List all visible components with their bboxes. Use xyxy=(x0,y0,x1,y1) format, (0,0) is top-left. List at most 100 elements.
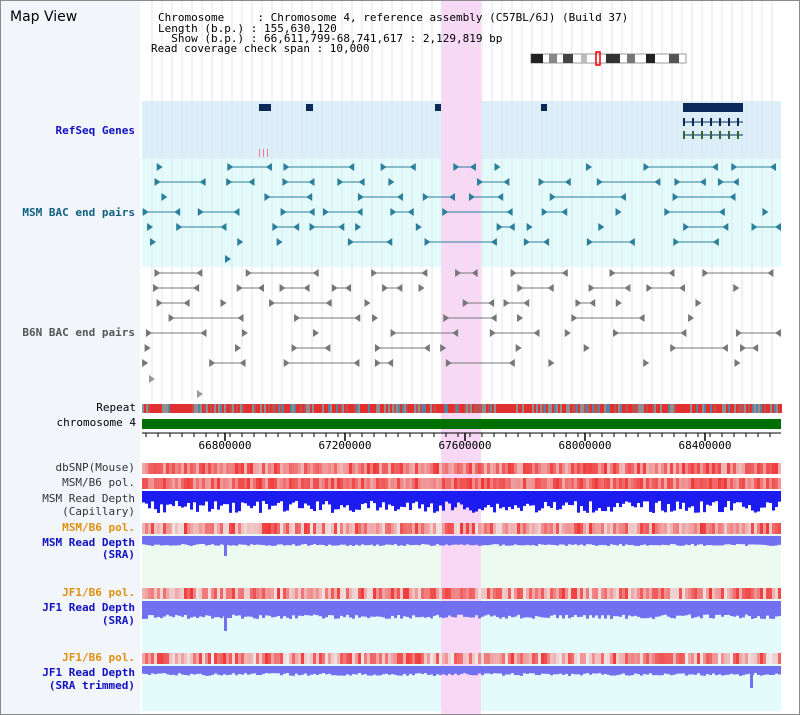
read-depth-bar xyxy=(769,536,772,546)
read-depth-bar xyxy=(361,491,364,505)
read-depth-bar xyxy=(604,491,607,512)
polymorphism-cell xyxy=(553,463,556,474)
ideogram-band xyxy=(563,54,573,63)
polymorphism-cell xyxy=(448,588,451,599)
read-depth-bar xyxy=(544,491,547,503)
polymorphism-cell xyxy=(316,653,319,664)
msm-bac-end xyxy=(386,238,393,246)
refseq-genes-label[interactable]: RefSeq Genes xyxy=(55,124,135,137)
repeat-feature xyxy=(300,404,302,413)
read-depth-bar xyxy=(745,536,748,546)
polymorphism-cell xyxy=(775,478,778,489)
read-depth-bar xyxy=(622,601,625,615)
polymorphism-cell xyxy=(217,588,220,599)
msm-bac-label[interactable]: MSM BAC end pairs xyxy=(22,206,135,219)
read-depth-bar xyxy=(682,601,685,616)
read-depth-bar xyxy=(631,601,634,617)
repeat-feature xyxy=(554,404,556,413)
polymorphism-cell xyxy=(475,523,478,534)
polymorphism-cell xyxy=(430,588,433,599)
repeat-feature xyxy=(292,404,294,413)
b6n-bac-end xyxy=(533,329,540,337)
read-depth-bar xyxy=(736,491,739,503)
repeat-feature xyxy=(214,404,216,413)
polymorphism-cell xyxy=(685,478,688,489)
read-depth-bar xyxy=(457,536,460,545)
polymorphism-cell xyxy=(403,478,406,489)
polymorphism-cell xyxy=(541,588,544,599)
polymorphism-cell xyxy=(169,588,172,599)
read-depth-bar xyxy=(616,601,619,617)
read-depth-bar xyxy=(295,536,298,546)
repeat-feature xyxy=(740,404,742,413)
read-depth-bar xyxy=(397,666,400,676)
polymorphism-cell xyxy=(562,463,565,474)
read-depth-bar xyxy=(373,601,376,617)
msm-bac-end xyxy=(673,238,680,246)
repeat-feature xyxy=(204,404,206,413)
refseq-gene xyxy=(306,104,313,111)
msm-bac-end xyxy=(348,163,355,171)
read-depth-bar xyxy=(538,536,541,545)
polymorphism-cell xyxy=(451,463,454,474)
read-depth-bar xyxy=(514,601,517,617)
polymorphism-cell xyxy=(652,523,655,534)
polymorphism-cell xyxy=(163,523,166,534)
polymorphism-cell xyxy=(565,523,568,534)
b6n-bac-end xyxy=(196,269,203,277)
read-depth-bar xyxy=(766,601,769,616)
polymorphism-cell xyxy=(739,523,742,534)
repeat-feature xyxy=(150,404,152,413)
b6n-bac-end xyxy=(183,299,190,307)
read-depth-bar xyxy=(298,491,301,509)
polymorphism-cell xyxy=(277,653,280,664)
read-depth-bar xyxy=(718,536,721,546)
polymorphism-cell xyxy=(499,478,502,489)
polymorphism-cell xyxy=(562,588,565,599)
repeat-feature xyxy=(540,404,542,413)
repeat-feature xyxy=(426,404,428,413)
polymorphism-cell xyxy=(673,588,676,599)
polymorphism-cell xyxy=(445,478,448,489)
read-depth-bar xyxy=(535,666,538,676)
repeat-feature xyxy=(706,404,708,413)
polymorphism-cell xyxy=(229,653,232,664)
repeat-feature xyxy=(556,404,558,413)
read-depth-bar xyxy=(661,666,664,676)
read-depth-bar xyxy=(670,666,673,676)
polymorphism-cell xyxy=(526,478,529,489)
read-depth-bar xyxy=(730,536,733,545)
repeat-feature xyxy=(208,404,210,413)
polymorphism-cell xyxy=(589,463,592,474)
read-depth-bar xyxy=(460,601,463,615)
polymorphism-cell xyxy=(613,588,616,599)
b6n-bac-label[interactable]: B6N BAC end pairs xyxy=(22,326,135,339)
read-depth-bar xyxy=(472,666,475,676)
polymorphism-cell xyxy=(145,478,148,489)
polymorphism-cell xyxy=(169,653,172,664)
msm-bac-end xyxy=(643,163,650,171)
b6n-bac-end xyxy=(503,299,510,307)
read-depth-bar xyxy=(559,536,562,545)
polymorphism-cell xyxy=(361,478,364,489)
polymorphism-cell xyxy=(535,523,538,534)
repeat-feature xyxy=(502,404,504,413)
polymorphism-cell xyxy=(331,523,334,534)
polymorphism-cell xyxy=(610,588,613,599)
read-depth-bar xyxy=(166,491,169,505)
polymorphism-cell xyxy=(718,523,721,534)
repeat-feature xyxy=(400,404,402,413)
polymorphism-cell xyxy=(469,653,472,664)
read-depth-bar xyxy=(205,491,208,502)
b6n-bac-end xyxy=(168,314,175,322)
polymorphism-cell xyxy=(511,653,514,664)
polymorphism-cell xyxy=(730,478,733,489)
refseq-mark xyxy=(263,149,264,157)
polymorphism-cell xyxy=(673,523,676,534)
repeat-feature xyxy=(392,404,394,413)
read-depth-bar xyxy=(691,666,694,675)
polymorphism-cell xyxy=(775,588,778,599)
polymorphism-cell xyxy=(361,653,364,664)
read-depth-bar xyxy=(769,601,772,619)
polymorphism-cell xyxy=(409,463,412,474)
